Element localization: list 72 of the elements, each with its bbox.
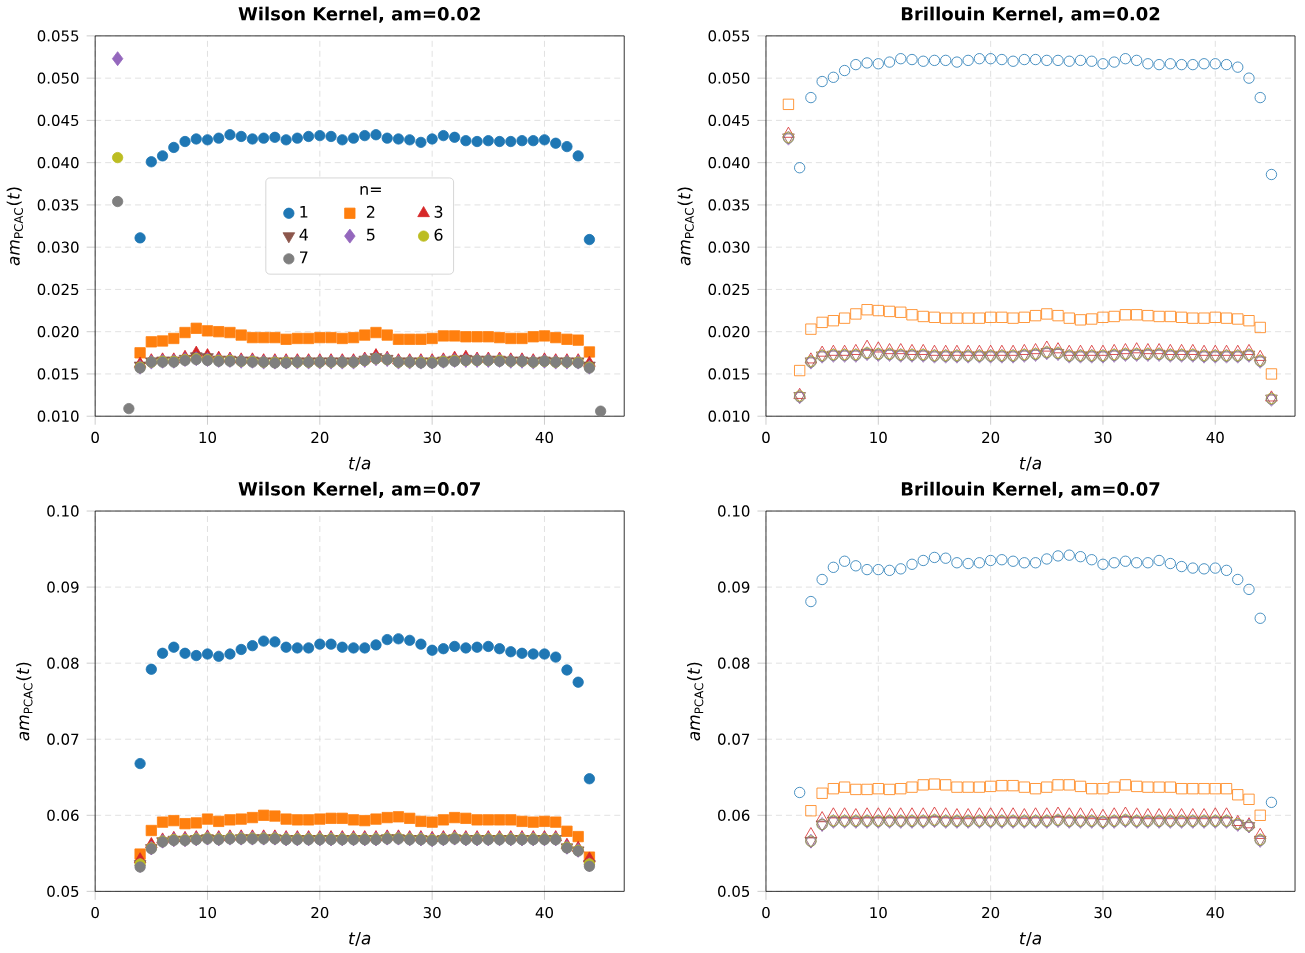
legend-title: n= — [360, 186, 381, 196]
chart-title: Brillouin Kernel, am=0.02 — [901, 6, 1160, 24]
y-tick-label: 0.020 — [708, 326, 750, 338]
y-tick-label: 0.07 — [47, 733, 79, 746]
y-tick-label: 0.025 — [37, 283, 79, 296]
x-tick-label: 0 — [762, 907, 770, 919]
x-tick-label: 20 — [311, 431, 329, 444]
y-tick-label: 0.015 — [37, 368, 79, 380]
y-tick-label: 0.08 — [718, 657, 750, 670]
legend-label: 7 — [300, 251, 308, 264]
x-tick-label: 10 — [199, 907, 216, 919]
y-tick-label: 0.035 — [708, 199, 750, 211]
x-tick-label: 20 — [982, 431, 1000, 444]
y-tick-label: 0.06 — [718, 809, 750, 822]
y-tick-label: 0.030 — [37, 241, 79, 254]
y-tick-label: 0.010 — [708, 410, 750, 423]
x-axis-title: t/a — [349, 932, 371, 947]
x-axis-title: t/a — [349, 457, 371, 471]
y-axis-title: am$_{PCAC}$(t) — [677, 187, 694, 266]
x-tick-label: 40 — [535, 431, 553, 444]
x-tick-label: 20 — [311, 907, 329, 919]
y-axis-title: am$_{PCAC}$(t) — [6, 187, 24, 266]
y-tick-label: 0.09 — [718, 581, 750, 593]
legend-label: 5 — [366, 229, 375, 241]
x-tick-label: 30 — [1094, 907, 1112, 919]
y-tick-label: 0.015 — [708, 368, 750, 380]
x-tick-label: 0 — [762, 431, 770, 444]
y-tick-label: 0.050 — [708, 72, 750, 85]
x-tick-label: 30 — [423, 907, 441, 919]
y-tick-label: 0.06 — [47, 809, 79, 822]
y-tick-label: 0.09 — [47, 581, 79, 593]
y-tick-label: 0.020 — [37, 326, 79, 338]
x-tick-label: 30 — [1094, 431, 1112, 444]
y-tick-label: 0.05 — [718, 885, 750, 898]
y-tick-label: 0.045 — [37, 114, 79, 127]
y-tick-label: 0.045 — [708, 114, 750, 127]
y-tick-label: 0.10 — [718, 505, 750, 517]
x-tick-label: 10 — [199, 431, 216, 444]
y-tick-label: 0.08 — [47, 657, 79, 670]
y-tick-label: 0.055 — [37, 30, 79, 42]
x-tick-label: 30 — [423, 431, 441, 444]
y-tick-label: 0.040 — [708, 157, 750, 169]
legend-label: 6 — [434, 228, 443, 241]
x-tick-label: 0 — [91, 907, 99, 919]
y-tick-label: 0.040 — [37, 157, 79, 169]
legend-label: 1 — [300, 206, 308, 218]
x-axis-title: t/a — [1019, 932, 1042, 947]
y-tick-label: 0.035 — [37, 199, 79, 211]
y-axis-title: am$_{PCAC}$(t) — [687, 662, 704, 741]
chart-title: Wilson Kernel, am=0.02 — [238, 6, 480, 24]
legend-label: 3 — [434, 206, 443, 219]
y-tick-label: 0.05 — [47, 885, 79, 898]
x-tick-label: 40 — [1206, 907, 1224, 919]
x-tick-label: 10 — [870, 431, 887, 444]
y-tick-label: 0.055 — [708, 30, 750, 42]
x-tick-label: 40 — [535, 907, 553, 919]
y-tick-label: 0.07 — [718, 733, 750, 746]
x-tick-label: 40 — [1206, 431, 1224, 444]
y-axis-title: am$_{PCAC}$(t) — [16, 662, 33, 741]
y-tick-label: 0.030 — [708, 241, 750, 254]
y-tick-label: 0.025 — [708, 283, 750, 296]
x-tick-label: 10 — [870, 907, 887, 919]
y-tick-label: 0.10 — [47, 505, 79, 517]
y-tick-label: 0.010 — [37, 410, 79, 423]
y-tick-label: 0.050 — [37, 72, 79, 85]
legend-label: 4 — [299, 229, 308, 241]
legend-label: 2 — [366, 206, 375, 218]
x-tick-label: 20 — [982, 907, 1000, 919]
chart-title: Brillouin Kernel, am=0.07 — [901, 482, 1160, 499]
x-axis-title: t/a — [1019, 457, 1042, 471]
chart-title: Wilson Kernel, am=0.07 — [238, 482, 480, 499]
x-tick-label: 0 — [91, 431, 99, 444]
